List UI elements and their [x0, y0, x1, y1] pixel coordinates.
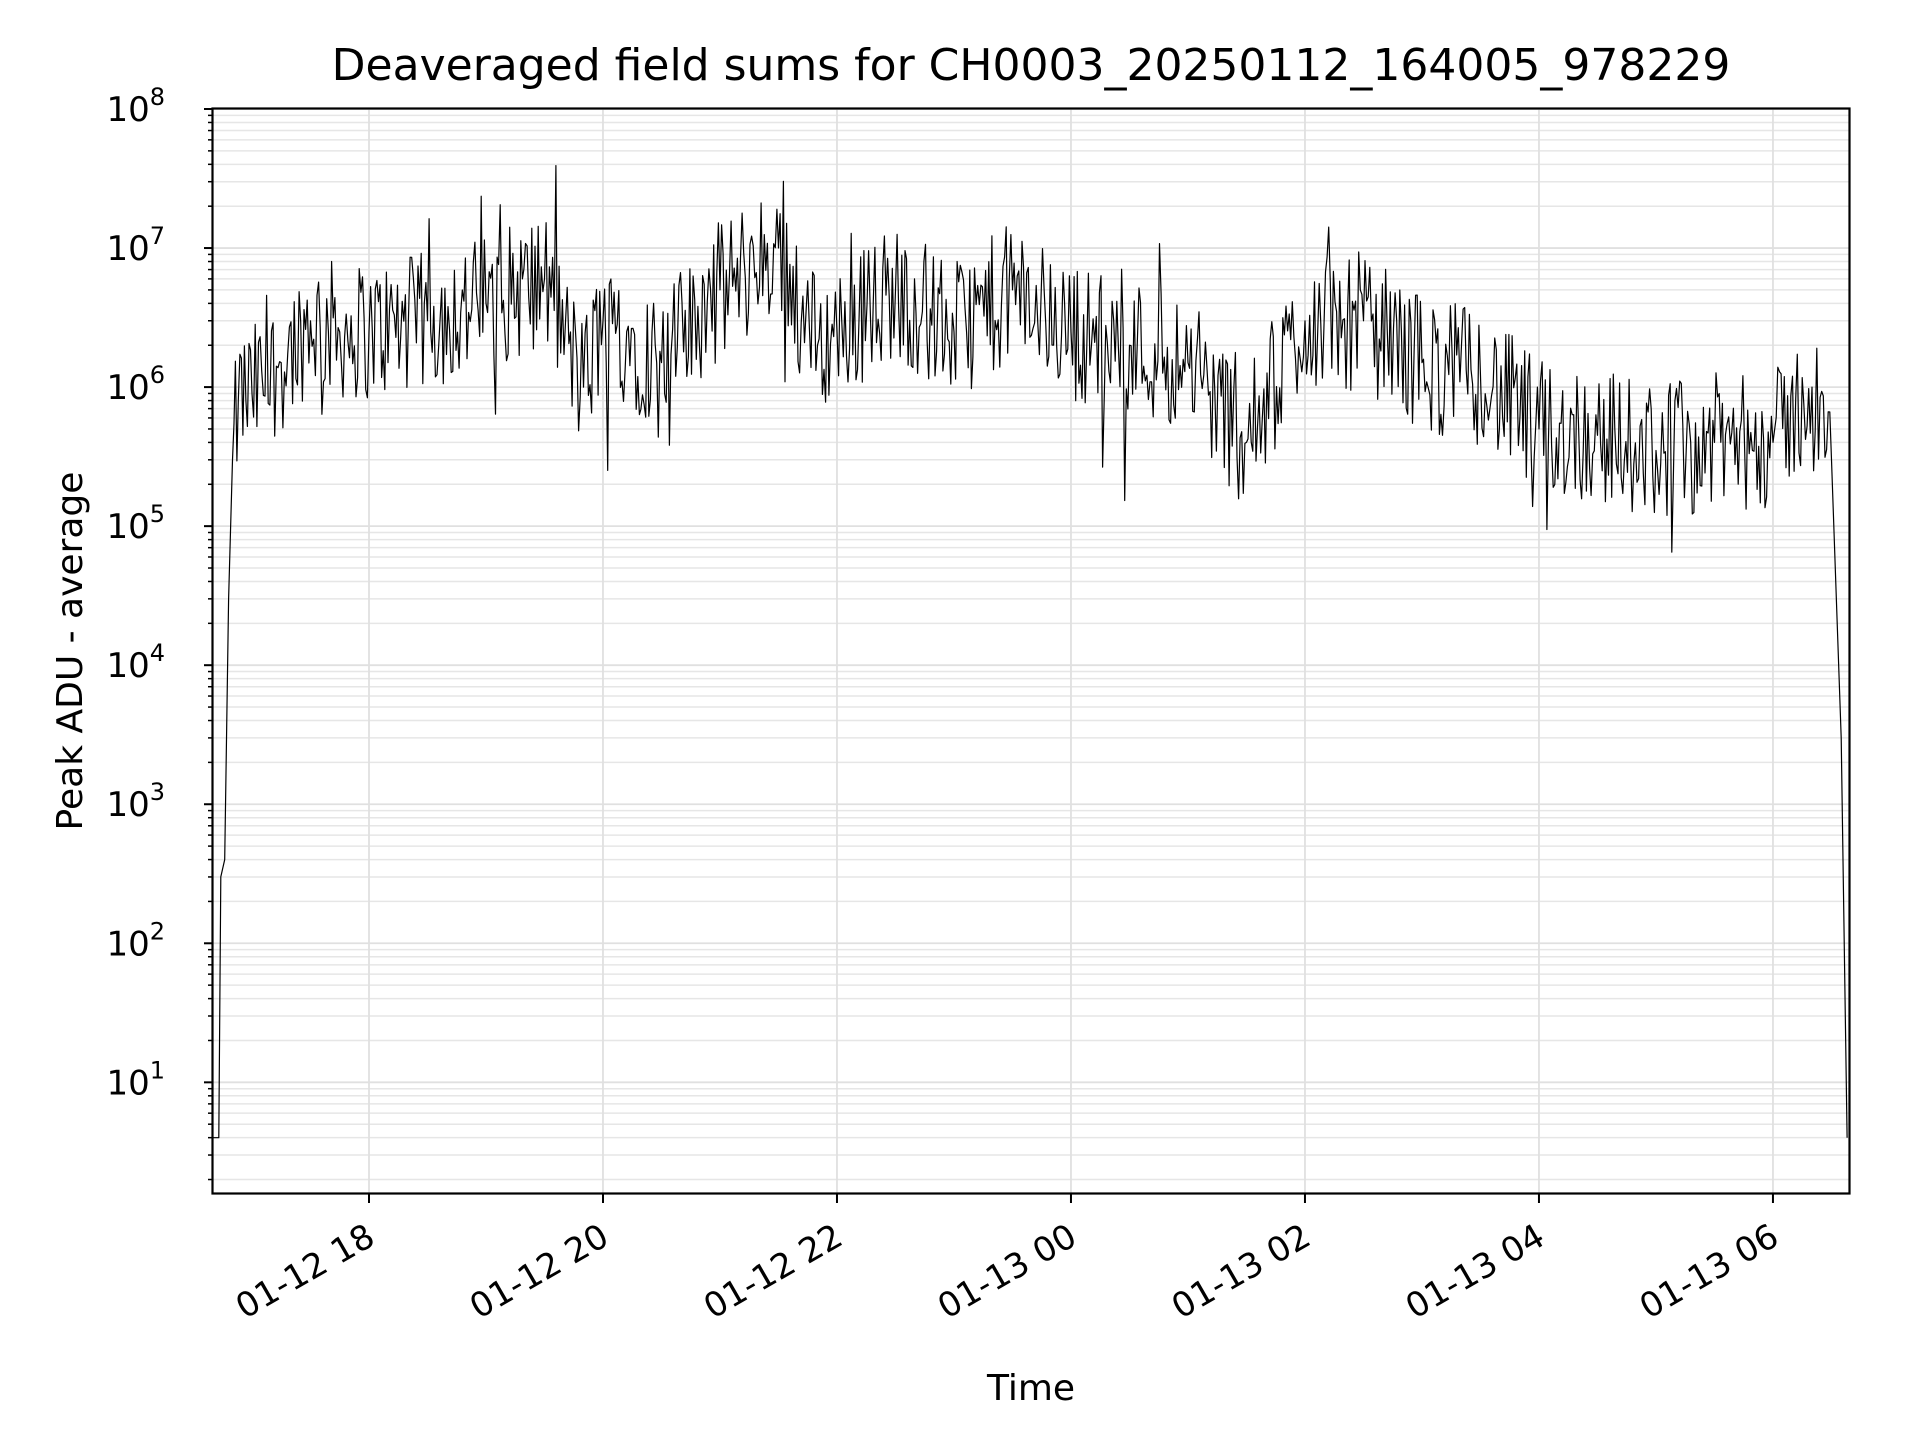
- y-tick-label: 108: [106, 83, 165, 130]
- x-axis-label: Time: [986, 1368, 1075, 1409]
- plot-frame: [211, 107, 1851, 1195]
- series-layer: [213, 165, 1848, 1139]
- y-tick-label: 103: [106, 778, 165, 825]
- chart-title: Deaveraged field sums for CH0003_2025011…: [332, 40, 1731, 91]
- y-axis-label: Peak ADU - average: [50, 472, 91, 831]
- series-line: [213, 165, 1848, 1139]
- y-tick-label: 105: [106, 500, 165, 547]
